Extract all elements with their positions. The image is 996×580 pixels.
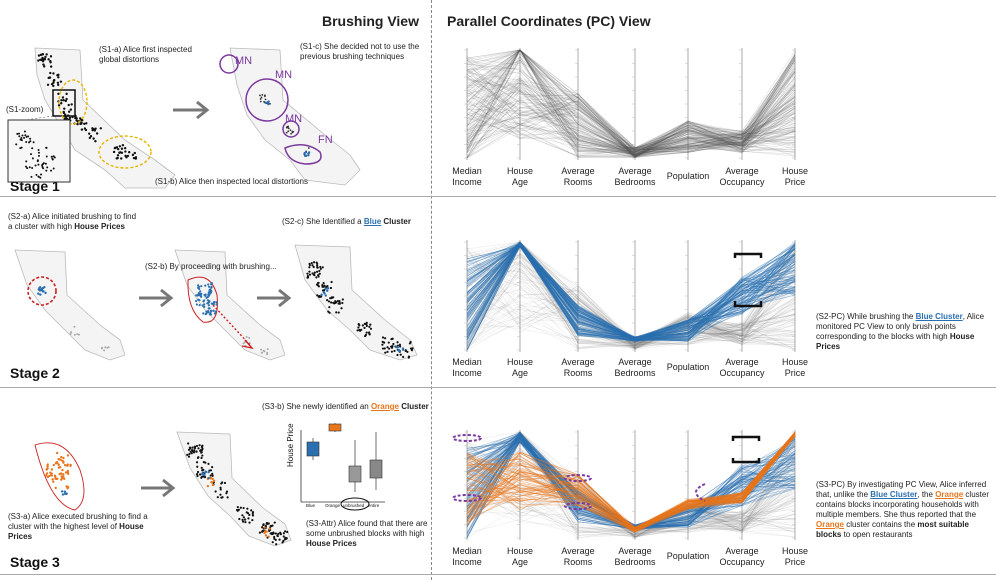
- s3a-bold: House Prices: [8, 522, 144, 541]
- pc-axis-label-5: Average Occupancy: [719, 546, 765, 567]
- s1a-annotation: (S1-a) Alice first inspected global dist…: [99, 45, 192, 64]
- s3pc-text2: , the: [917, 490, 936, 499]
- boxplot-ylabel: House Price: [286, 423, 295, 467]
- map-outline: [34, 47, 176, 189]
- boxplot-orange: [328, 423, 342, 432]
- s3attr-text: (S3-Attr) Alice found that there are som…: [306, 519, 428, 538]
- boxplot-x-unbrushed: unbrushed: [343, 503, 365, 508]
- zoom-inset: [7, 119, 71, 183]
- s2a-text: (S2-a) Alice initiated brushing to find …: [8, 212, 137, 231]
- boxplot-x-orange: Orange: [325, 503, 341, 508]
- fn-label: FN: [318, 134, 333, 146]
- s2c-text: (S2-c) She Identified a: [282, 217, 364, 226]
- pc-axis-label-1: House Age: [506, 546, 533, 567]
- pc-axis-label-5: Average Occupancy: [719, 357, 765, 378]
- pc-axis-label-4: Population: [666, 551, 710, 561]
- s2pc-text2: , Alice monitored PC View to only brush …: [816, 312, 985, 341]
- s2pc-text1: (S2-PC) While brushing the: [816, 312, 916, 321]
- pc-plot-stage2: [464, 240, 796, 352]
- s1-zoom-label: (S1-zoom): [6, 105, 44, 114]
- pc-axis-label-5: Average Occupancy: [719, 166, 765, 187]
- pc-axis-label-1: House Age: [506, 166, 533, 187]
- s3pc-text3: cluster contains blocks incorporating ho…: [816, 490, 989, 519]
- zoom-box: [52, 89, 76, 117]
- s3b-text: (S3-b) She newly identified an: [262, 402, 371, 411]
- pc1-axis-labels: Median Income House Age Average Rooms Avera…: [445, 166, 815, 192]
- pc-axis-label-6: House Price: [781, 166, 808, 187]
- pc-axis-label-4: Population: [666, 171, 710, 181]
- s3a-text: (S3-a) Alice executed brushing to find a…: [8, 512, 148, 531]
- s3pc-text1: (S3-PC) By investigating PC View, Alice …: [816, 480, 987, 499]
- s1c-annotation: (S1-c) She decided not to use the previo…: [300, 42, 420, 61]
- pc-axis-label-6: House Price: [781, 546, 808, 567]
- s2pc-bold: House Prices: [816, 332, 975, 351]
- pc-axis-label-2: Average Rooms: [561, 546, 595, 567]
- stage-2-label: Stage 2: [10, 365, 60, 381]
- pc2-brackets: [733, 252, 763, 308]
- stage-divider-1: [0, 196, 996, 197]
- view-divider: [431, 0, 432, 580]
- pc-axis-label-3: Average Bedrooms: [614, 357, 656, 378]
- boxplot-x-blue: Blue: [306, 503, 316, 508]
- pc-axis-label-0: Median Income: [452, 357, 482, 378]
- s2c-blue: Blue: [363, 217, 382, 226]
- distortion-ring-2: [98, 135, 152, 169]
- s3pc-blue: Blue Cluster: [870, 490, 918, 499]
- pc-axis-label-3: Average Bedrooms: [614, 166, 656, 187]
- stage-3-label: Stage 3: [10, 554, 60, 570]
- pc-axis-label-2: Average Rooms: [561, 357, 595, 378]
- distortion-ring-1: [58, 79, 88, 125]
- s2a-bold: House Prices: [74, 222, 125, 231]
- brushing-view-header: Brushing View: [322, 13, 419, 29]
- pc-axis-label-0: Median Income: [452, 546, 482, 567]
- pc-axis-label-4: Population: [666, 362, 710, 372]
- pc-axis-label-1: House Age: [506, 357, 533, 378]
- s3-pc-annotation: (S3-PC) By investigating PC View, Alice …: [816, 480, 992, 540]
- pc-plot-stage1: [464, 48, 796, 160]
- s3pc-text4: cluster contains the: [844, 520, 918, 529]
- stage-divider-3: [0, 574, 996, 575]
- stage-divider-2: [0, 387, 996, 388]
- s1b-annotation: (S1-b) Alice then inspected local distor…: [155, 177, 308, 186]
- s2a-annotation: (S2-a) Alice initiated brushing to find …: [8, 212, 138, 232]
- stage1-illustration: [7, 47, 361, 189]
- s2pc-blue: Blue Cluster: [915, 312, 963, 321]
- pc3-axis-labels: Median Income House Age Average Rooms Avera…: [445, 546, 815, 572]
- s3b-post: Cluster: [398, 402, 429, 411]
- s3pc-orange2: Orange: [816, 520, 845, 529]
- s3attr-annotation: (S3-Attr) Alice found that there are som…: [306, 519, 428, 549]
- pc-axis-label-6: House Price: [781, 357, 808, 378]
- mn-label-2: MN: [275, 69, 293, 81]
- s2b-annotation: (S2-b) By proceeding with brushing...: [145, 262, 277, 271]
- s3b-orange: Orange: [370, 402, 399, 411]
- s3attr-bold: House Prices: [306, 539, 357, 548]
- s3pc-text5: to open restaurants: [841, 530, 913, 539]
- s3pc-bold: most suitable blocks: [816, 520, 969, 539]
- s3a-annotation: (S3-a) Alice executed brushing to find a…: [8, 512, 158, 542]
- pc-view-header: Parallel Coordinates (PC) View: [447, 13, 651, 29]
- pc-plot-stage3: [464, 430, 796, 540]
- pc-axis-label-0: Median Income: [452, 166, 482, 187]
- boxplot-blue: [306, 441, 320, 457]
- s2c-annotation: (S2-c) She Identified a Blue Cluster: [282, 217, 411, 227]
- s2-pc-annotation: (S2-PC) While brushing the Blue Cluster,…: [816, 312, 992, 352]
- mn-label-1: MN: [235, 55, 253, 67]
- stage3-illustration: [34, 423, 385, 547]
- s3pc-orange1: Orange: [935, 490, 964, 499]
- s3b-annotation: (S3-b) She newly identified an Orange Cl…: [262, 402, 429, 412]
- boxplot-entire: [369, 459, 383, 479]
- boxplot-unbrushed: [348, 465, 362, 483]
- s2c-post: Cluster: [381, 217, 411, 226]
- stage2-illustration: [14, 244, 418, 361]
- pc2-axis-labels: Median Income House Age Average Rooms Avera…: [445, 357, 815, 383]
- pc-axis-label-2: Average Rooms: [561, 166, 595, 187]
- mn-label-3: MN: [285, 113, 303, 125]
- pc-axis-label-3: Average Bedrooms: [614, 546, 656, 567]
- pc3-overlays: [452, 434, 761, 510]
- boxplot-x-entire: entire: [368, 503, 380, 508]
- map-outline-2: [229, 47, 361, 186]
- arrow-s1: [173, 100, 210, 120]
